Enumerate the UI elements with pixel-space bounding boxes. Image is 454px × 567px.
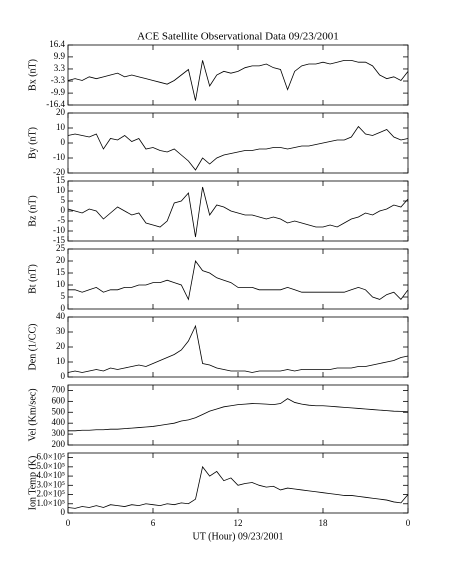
y-tick-label: -10 (53, 152, 65, 162)
plot-frame (67, 44, 409, 106)
plot-frame (67, 248, 409, 310)
y-tick-label: -9.9 (51, 87, 66, 97)
x-tick-label: 0 (66, 518, 71, 528)
chart-title: ACE Satellite Observational Data 09/23/2… (137, 31, 339, 43)
y-tick-label: 15 (56, 267, 66, 277)
data-line (67, 186, 409, 238)
data-line (67, 465, 409, 509)
y-axis-label: Bx (nT) (27, 59, 38, 91)
data-line (67, 59, 409, 101)
y-tick-label: 0 (61, 371, 66, 381)
y-tick-label: 0 (61, 507, 66, 517)
plot-frame (67, 452, 409, 514)
y-axis-label: Bz (nT) (27, 195, 38, 226)
plot-frame (67, 180, 409, 242)
x-tick-label: 18 (319, 518, 329, 528)
y-tick-label: 3.0×10⁵ (37, 479, 65, 489)
y-tick-label: -20 (53, 167, 65, 177)
y-tick-label: 500 (52, 406, 66, 416)
x-tick-label: 6 (151, 518, 156, 528)
data-line (67, 324, 409, 373)
y-tick-label: 4.0×10⁵ (37, 470, 65, 480)
y-tick-label: 400 (52, 417, 66, 427)
y-tick-label: 300 (52, 428, 66, 438)
y-axis-label: Vel (Km/sec) (27, 388, 38, 441)
y-tick-label: 0 (61, 303, 66, 313)
y-tick-label: 5 (61, 291, 66, 301)
plot-frame (67, 112, 409, 174)
y-tick-label: 3.3 (54, 63, 66, 73)
y-tick-label: 20 (56, 341, 66, 351)
y-tick-label: 16.4 (49, 39, 65, 49)
data-line (68, 398, 409, 432)
y-tick-label: 700 (52, 385, 66, 395)
y-tick-label: 2.0×10⁵ (37, 489, 65, 499)
y-axis-label: Bt (nT) (27, 264, 38, 294)
data-line (67, 125, 409, 171)
y-tick-label: 9.9 (54, 51, 66, 61)
y-tick-label: 25 (56, 243, 66, 253)
y-tick-label: 0 (61, 205, 66, 215)
x-axis-label: UT (Hour) 09/23/2001 (193, 531, 284, 542)
y-tick-label: 10 (56, 122, 66, 132)
y-tick-label: 10 (56, 356, 66, 366)
y-tick-label: -15 (53, 235, 65, 245)
y-axis-label: Ion Temp (K) (27, 456, 38, 511)
y-tick-label: 200 (52, 439, 66, 449)
x-tick-label: 0 (406, 518, 411, 528)
y-tick-label: -3.3 (51, 75, 66, 85)
y-tick-label: 10 (56, 185, 66, 195)
y-tick-label: 1.0×10⁵ (37, 498, 65, 508)
y-tick-label: 0 (61, 137, 66, 147)
y-tick-label: 5 (61, 195, 66, 205)
y-tick-label: 15 (56, 175, 66, 185)
y-tick-label: 600 (52, 395, 66, 405)
y-tick-label: -5 (58, 215, 66, 225)
plot-frame (67, 316, 409, 378)
y-tick-label: 5.0×10⁵ (37, 461, 65, 471)
y-axis-label: Den (1/CC) (27, 324, 38, 371)
y-tick-label: -16.4 (46, 99, 65, 109)
x-tick-label: 12 (234, 518, 243, 528)
y-axis-label: By (nT) (27, 127, 38, 159)
y-tick-label: 40 (56, 311, 66, 321)
y-tick-label: 30 (56, 326, 66, 336)
y-tick-label: -10 (53, 225, 65, 235)
y-tick-label: 20 (56, 107, 66, 117)
y-tick-label: 10 (56, 279, 66, 289)
data-line (68, 260, 409, 301)
y-tick-label: 20 (56, 255, 66, 265)
plot-frame (67, 384, 409, 446)
y-tick-label: 6.0×10⁵ (37, 452, 65, 462)
